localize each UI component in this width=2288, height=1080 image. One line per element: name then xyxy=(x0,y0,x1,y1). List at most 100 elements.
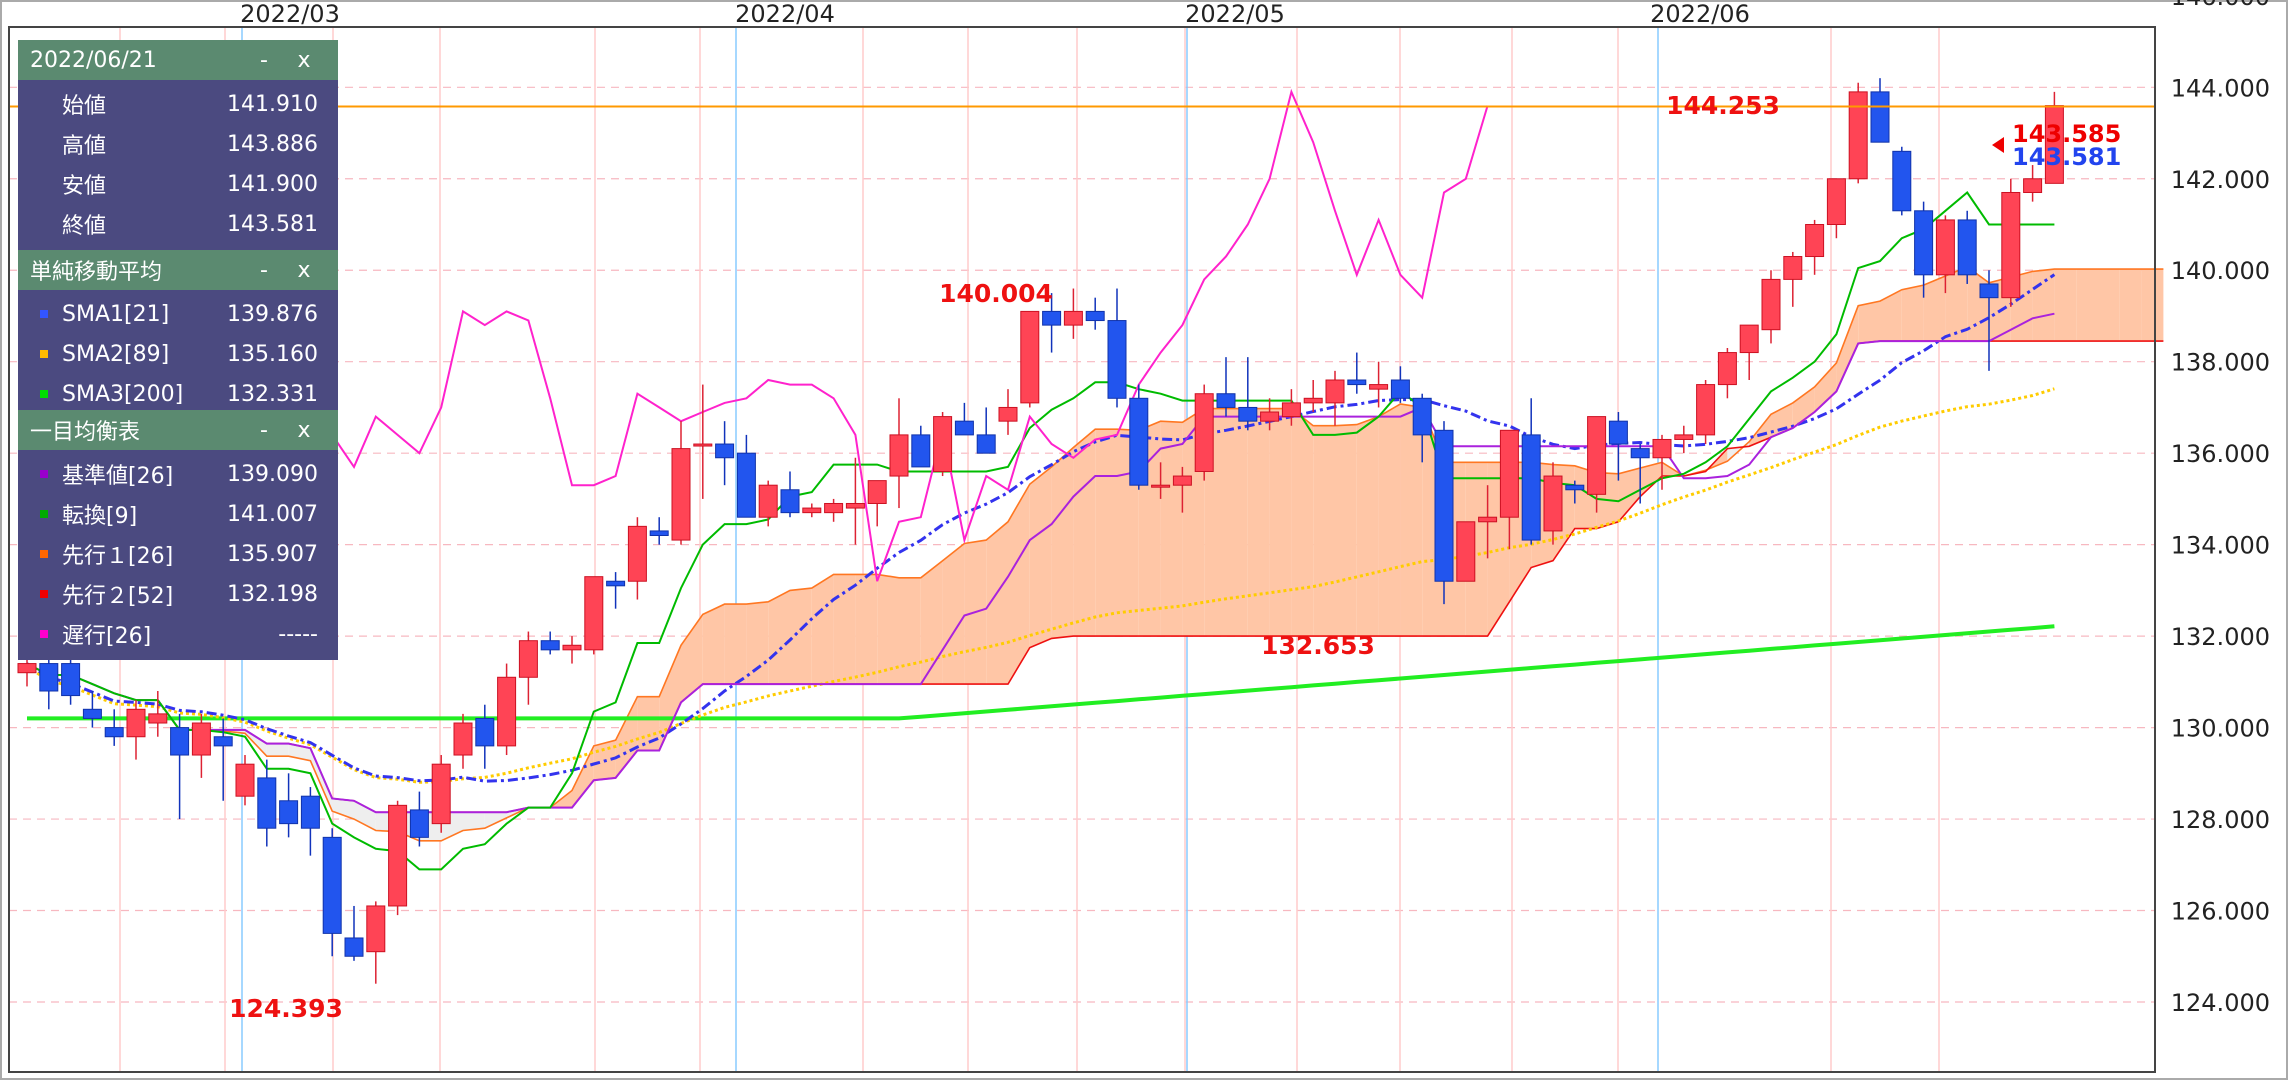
bid-price-label: 143.581 xyxy=(2012,143,2121,171)
senkou1-color-dot xyxy=(40,550,48,558)
ohlc-row-low: 安値 141.900 xyxy=(62,171,318,200)
candle-body xyxy=(1478,516,1498,523)
candle-body xyxy=(1020,310,1040,404)
candle xyxy=(475,704,495,769)
candle xyxy=(1608,412,1628,481)
cloud-segment xyxy=(354,800,376,831)
ohlc-row-high: 高値 143.886 xyxy=(62,131,318,160)
candle xyxy=(1499,429,1519,550)
candle xyxy=(1739,324,1759,381)
senkou1-row: 先行１[26] 135.907 xyxy=(18,534,338,574)
candle xyxy=(649,517,669,545)
candle-body xyxy=(1521,434,1541,541)
candle xyxy=(1783,251,1803,307)
candle xyxy=(1260,398,1280,431)
candle-body xyxy=(1303,397,1323,404)
candle-body xyxy=(39,663,59,692)
annotation-label: 140.004 xyxy=(939,279,1053,308)
y-tick-label: 128.000 xyxy=(2171,806,2270,834)
cloud-segment xyxy=(637,696,660,751)
candle xyxy=(366,901,386,984)
candle-body xyxy=(1325,379,1345,404)
candle xyxy=(1826,178,1846,239)
candle-body xyxy=(1892,150,1912,212)
candle xyxy=(976,407,996,454)
y-tick-label: 130.000 xyxy=(2171,715,2270,743)
candle xyxy=(1848,82,1868,184)
kijun-row: 基準値[26] 139.090 xyxy=(18,454,338,494)
kijun-color-dot xyxy=(40,470,48,478)
sma2-line xyxy=(26,387,2055,784)
kijun-line xyxy=(26,312,2055,814)
candle-body xyxy=(1761,278,1781,331)
close-button[interactable]: x xyxy=(297,417,311,443)
cloud-segment xyxy=(899,577,921,685)
ohlc-row-close: 終値 143.581 xyxy=(62,211,318,240)
y-tick-label: 132.000 xyxy=(2171,623,2270,651)
candle-body xyxy=(1085,310,1105,322)
candle xyxy=(889,398,909,509)
candle-body xyxy=(1172,475,1192,486)
cloud-segment xyxy=(920,560,943,685)
cloud-segment xyxy=(855,574,878,685)
candle xyxy=(758,480,778,527)
candle xyxy=(911,425,931,468)
candle xyxy=(693,384,713,499)
candle-body xyxy=(1565,484,1585,491)
candle xyxy=(1172,466,1192,513)
candle xyxy=(1216,357,1236,417)
candle-body xyxy=(148,713,168,724)
candle xyxy=(1151,462,1171,499)
candle-body xyxy=(191,722,211,756)
cloud-segment xyxy=(724,604,747,685)
ohlc-panel: 2022/06/21 - x 始値 141.910 高値 143.886 安値 141… xyxy=(18,40,338,250)
minimize-button[interactable]: - xyxy=(260,47,268,73)
x-tick-label: 2022/05 xyxy=(1185,0,1285,28)
y-tick-label: 140.000 xyxy=(2171,257,2270,285)
candle-body xyxy=(780,489,800,514)
candle-body xyxy=(366,905,386,953)
candle xyxy=(1805,219,1825,275)
minimize-button[interactable]: - xyxy=(260,417,268,443)
candle-body xyxy=(606,580,626,587)
cloud-segment xyxy=(2141,269,2164,342)
sma3-line xyxy=(27,624,2055,721)
cloud-segment xyxy=(790,588,812,685)
cloud-segment xyxy=(2098,269,2120,342)
y-tick-label: 126.000 xyxy=(2171,898,2270,926)
candle xyxy=(104,709,124,746)
candle xyxy=(1325,370,1345,426)
y-tick-label: 144.000 xyxy=(2171,74,2270,102)
candle-body xyxy=(1608,420,1628,445)
close-button[interactable]: x xyxy=(297,47,311,73)
cloud-segment xyxy=(1008,484,1030,685)
cloud-segment xyxy=(332,798,354,820)
candle xyxy=(2023,165,2043,202)
candle-body xyxy=(126,708,146,738)
candle-body xyxy=(1935,219,1955,276)
panel-date: 2022/06/21 xyxy=(30,47,157,73)
candle-body xyxy=(584,576,604,651)
candle-body xyxy=(1674,434,1694,440)
candle xyxy=(1085,297,1105,330)
candle-body xyxy=(1260,411,1280,422)
candle xyxy=(1630,444,1650,504)
candle-body xyxy=(475,717,495,747)
candle xyxy=(409,791,429,847)
cloud-segment xyxy=(659,645,681,751)
candle-body xyxy=(1696,384,1716,436)
minimize-button[interactable]: - xyxy=(260,257,268,283)
y-tick-label: 146.000 xyxy=(2171,0,2270,11)
candle-body xyxy=(344,937,364,957)
candle-body xyxy=(1587,416,1607,495)
cloud-segment xyxy=(1291,408,1314,637)
candle-body xyxy=(1783,256,1803,280)
candle-body xyxy=(388,804,408,907)
candle-body xyxy=(1151,484,1171,488)
cloud-segment xyxy=(1814,362,1837,413)
candle xyxy=(1281,389,1301,426)
close-button[interactable]: x xyxy=(297,257,311,283)
y-tick-label: 142.000 xyxy=(2171,166,2270,194)
senkou2-row: 先行２[52] 132.198 xyxy=(18,574,338,614)
candle xyxy=(1238,357,1258,431)
